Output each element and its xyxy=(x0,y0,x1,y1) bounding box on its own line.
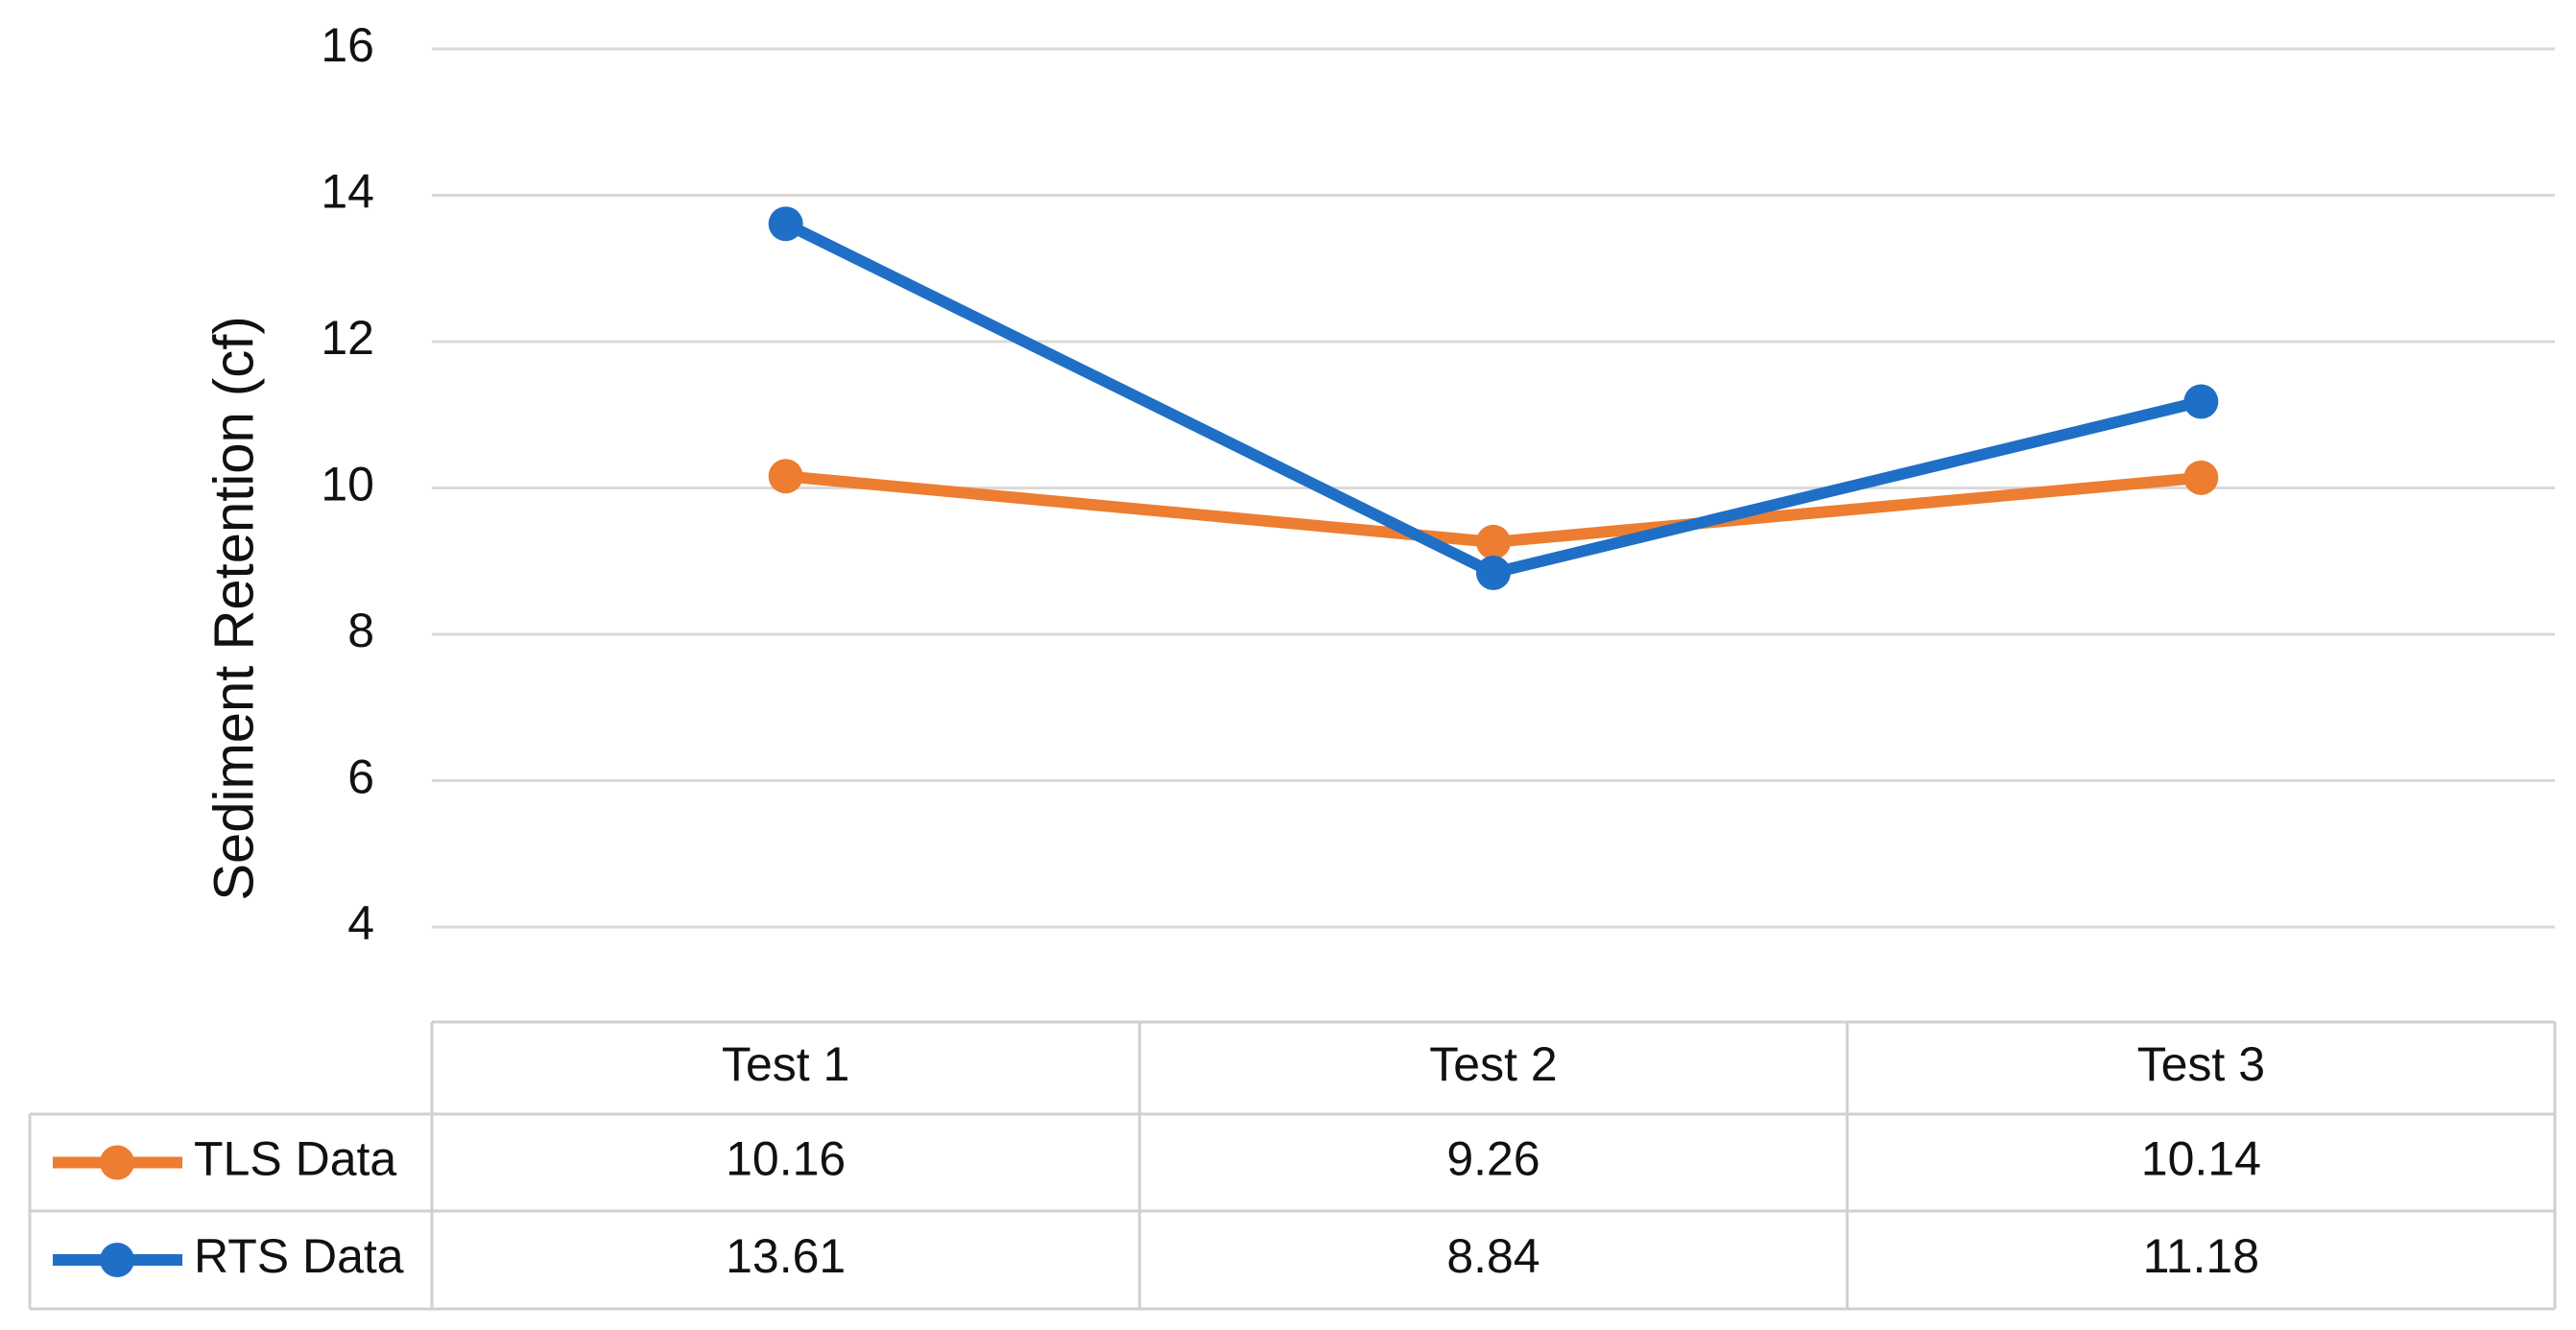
x-tick-label: Test 1 xyxy=(722,1037,849,1091)
table-value: 9.26 xyxy=(1446,1132,1539,1186)
legend-marker xyxy=(100,1145,134,1180)
y-axis-title: Sediment Retention (cf) xyxy=(203,316,265,900)
y-tick-label: 8 xyxy=(347,604,374,657)
y-tick-label: 12 xyxy=(321,311,374,365)
marker xyxy=(2183,460,2219,495)
y-tick-label: 4 xyxy=(347,896,374,950)
x-tick-label: Test 3 xyxy=(2137,1037,2265,1091)
y-tick-label: 16 xyxy=(321,18,374,72)
legend-label: TLS Data xyxy=(194,1132,396,1186)
x-tick-label: Test 2 xyxy=(1429,1037,1557,1091)
y-tick-label: 10 xyxy=(321,458,374,511)
series-line xyxy=(783,218,2203,579)
y-tick-label: 14 xyxy=(321,165,374,219)
marker xyxy=(768,459,803,494)
table-value: 8.84 xyxy=(1446,1229,1539,1283)
legend-label: RTS Data xyxy=(194,1229,404,1283)
table-value: 11.18 xyxy=(2143,1229,2259,1283)
marker xyxy=(768,206,803,242)
marker xyxy=(2183,384,2219,419)
legend-marker xyxy=(100,1243,134,1277)
table-value: 10.16 xyxy=(726,1132,846,1186)
table-value: 10.14 xyxy=(2141,1132,2261,1186)
y-tick-label: 6 xyxy=(347,750,374,804)
table-value: 13.61 xyxy=(726,1229,846,1283)
marker xyxy=(1476,524,1511,559)
marker xyxy=(1476,555,1511,590)
